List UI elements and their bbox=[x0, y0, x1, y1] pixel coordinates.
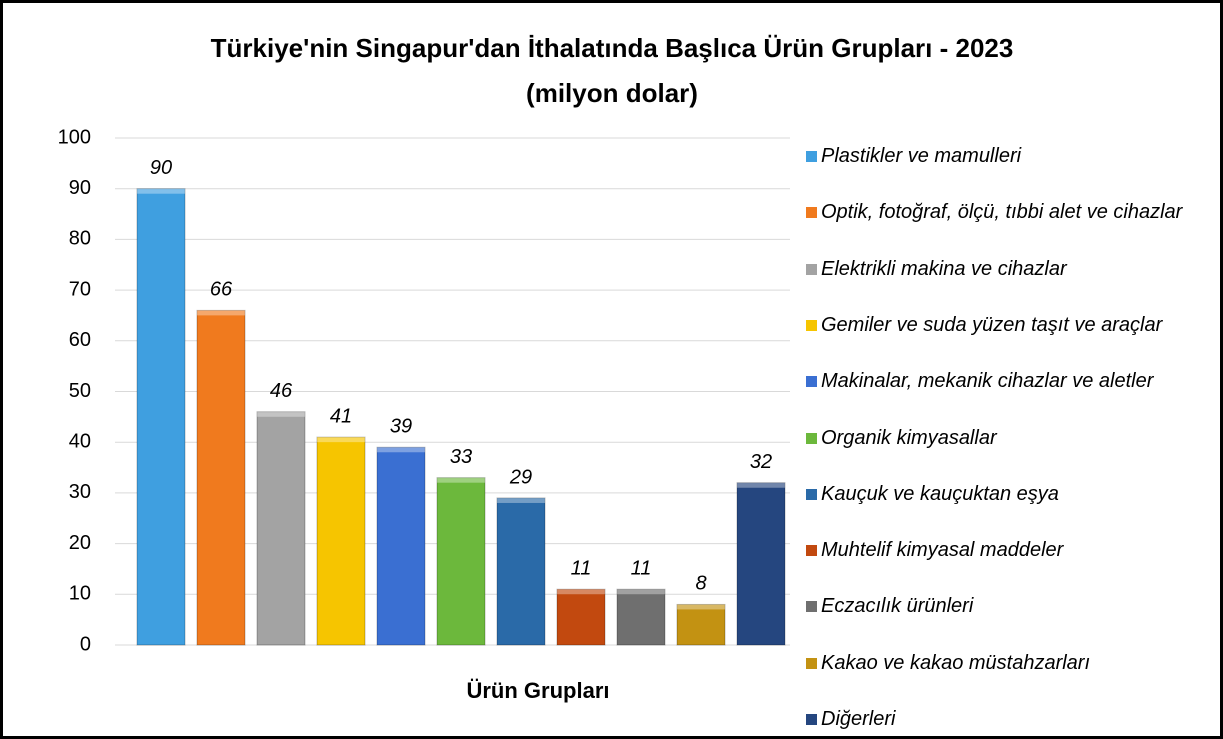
y-tick-label: 90 bbox=[69, 177, 91, 199]
y-tick-label: 60 bbox=[69, 329, 91, 351]
legend-swatch bbox=[806, 657, 817, 669]
value-label: 41 bbox=[330, 405, 352, 427]
legend-item: Diğerleri bbox=[806, 706, 1206, 733]
legend-label: Makinalar, mekanik cihazlar ve aletler bbox=[821, 370, 1154, 393]
y-tick-label: 70 bbox=[69, 278, 91, 300]
legend-item: Optik, fotoğraf, ölçü, tıbbi alet ve cih… bbox=[806, 199, 1206, 226]
y-tick-label: 0 bbox=[80, 633, 91, 655]
value-label: 8 bbox=[695, 573, 706, 595]
value-label: 11 bbox=[631, 558, 652, 580]
legend-swatch bbox=[806, 319, 817, 331]
bar bbox=[736, 482, 786, 646]
bar bbox=[556, 588, 606, 646]
bar-top bbox=[317, 437, 365, 443]
bar-top bbox=[377, 447, 425, 453]
value-label: 32 bbox=[750, 451, 772, 473]
legend-item: Muhtelif kimyasal maddeler bbox=[806, 537, 1206, 564]
y-tick-label: 30 bbox=[69, 481, 91, 503]
legend-label: Diğerleri bbox=[821, 708, 896, 730]
y-tick-label: 80 bbox=[69, 228, 91, 250]
legend-item: Organik kimyasallar bbox=[806, 425, 1206, 452]
legend-swatch bbox=[806, 376, 817, 388]
legend-item: Eczacılık ürünleri bbox=[806, 593, 1206, 620]
bar bbox=[136, 188, 186, 646]
value-label: 90 bbox=[150, 157, 172, 179]
legend-swatch bbox=[806, 151, 817, 162]
bar-top bbox=[497, 497, 545, 503]
legend-label: Optik, fotoğraf, ölçü, tıbbi alet ve cih… bbox=[821, 201, 1183, 224]
y-tick-label: 100 bbox=[58, 126, 91, 148]
value-label: 46 bbox=[270, 380, 293, 402]
legend-swatch bbox=[806, 545, 817, 557]
bar bbox=[196, 309, 246, 646]
legend-swatch bbox=[806, 714, 817, 725]
legend-swatch bbox=[806, 432, 817, 444]
chart-title: Türkiye'nin Singapur'dan İthalatında Baş… bbox=[211, 33, 1014, 63]
legend-swatch bbox=[806, 488, 817, 500]
chart-subtitle: (milyon dolar) bbox=[526, 78, 698, 108]
legend-label: Eczacılık ürünleri bbox=[821, 595, 974, 618]
legend-label: Kakao ve kakao müstahzarları bbox=[821, 651, 1091, 674]
legend-item: Gemiler ve suda yüzen taşıt ve araçlar bbox=[806, 312, 1206, 339]
legend-label: Plastikler ve mamulleri bbox=[821, 145, 1022, 167]
bar-top bbox=[137, 188, 185, 194]
legend-item: Plastikler ve mamulleri bbox=[806, 143, 1206, 170]
legend-label: Kauçuk ve kauçuktan eşya bbox=[821, 482, 1059, 505]
legend-swatch bbox=[806, 207, 817, 219]
bar bbox=[676, 603, 726, 646]
bar bbox=[316, 436, 366, 646]
legend-item: Kauçuk ve kauçuktan eşya bbox=[806, 481, 1206, 508]
bar bbox=[256, 411, 306, 646]
value-label: 39 bbox=[390, 416, 412, 438]
bar bbox=[436, 477, 486, 646]
bar-top bbox=[437, 477, 485, 483]
value-label: 33 bbox=[450, 446, 472, 468]
legend-swatch bbox=[806, 601, 817, 613]
y-tick-label: 50 bbox=[69, 380, 91, 402]
bar bbox=[616, 588, 666, 646]
bar-top bbox=[197, 310, 245, 316]
x-axis-label: Ürün Grupları bbox=[466, 678, 609, 703]
bar bbox=[496, 497, 546, 646]
legend-label: Muhtelif kimyasal maddeler bbox=[821, 539, 1064, 562]
legend-label: Organik kimyasallar bbox=[821, 426, 997, 449]
legend-label: Elektrikli makina ve cihazlar bbox=[821, 257, 1067, 280]
y-tick-label: 10 bbox=[69, 583, 91, 605]
bar-top bbox=[557, 589, 605, 595]
value-label: 29 bbox=[509, 466, 532, 488]
bar bbox=[376, 446, 426, 646]
bar-top bbox=[737, 482, 785, 488]
bar-top bbox=[677, 604, 725, 610]
legend-label: Gemiler ve suda yüzen taşıt ve araçlar bbox=[821, 313, 1163, 336]
legend-item: Makinalar, mekanik cihazlar ve aletler bbox=[806, 368, 1206, 395]
y-tick-label: 20 bbox=[69, 532, 91, 554]
legend-item: Kakao ve kakao müstahzarları bbox=[806, 650, 1206, 677]
value-label: 66 bbox=[210, 279, 233, 301]
legend-swatch bbox=[806, 263, 817, 275]
value-label: 11 bbox=[571, 558, 592, 580]
bar-top bbox=[617, 589, 665, 595]
bar-top bbox=[257, 411, 305, 417]
y-tick-label: 40 bbox=[69, 430, 91, 452]
legend-item: Elektrikli makina ve cihazlar bbox=[806, 256, 1206, 283]
